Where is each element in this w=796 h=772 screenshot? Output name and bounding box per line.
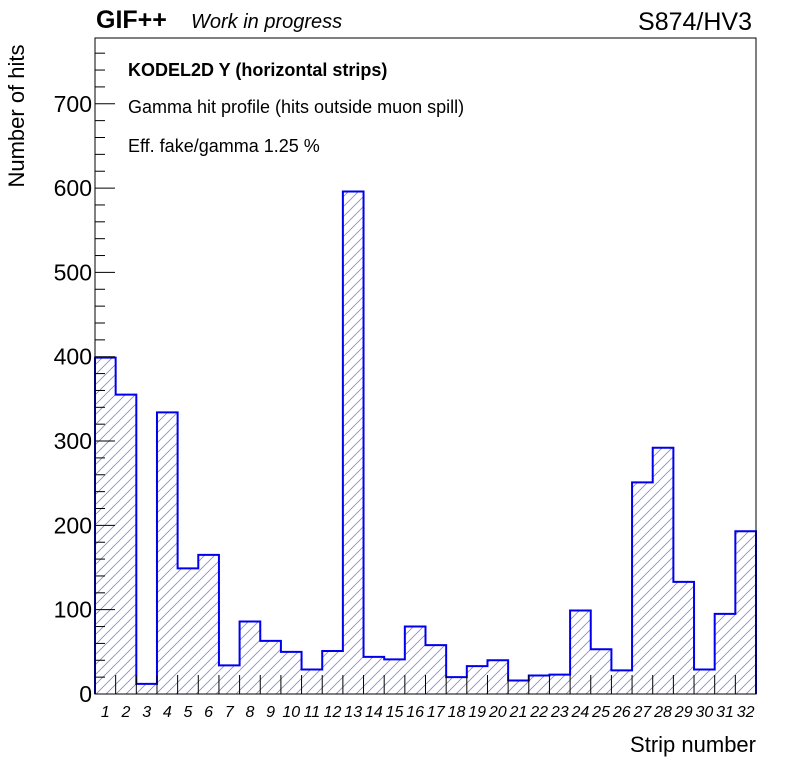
histogram-outline: [94, 190, 757, 694]
bar-strip-27: [632, 482, 653, 694]
bar-strip-24: [570, 610, 591, 694]
y-axis: 0 100 200 300 400 500 600 700: [54, 52, 115, 707]
x-tick-label-19: 19: [468, 704, 486, 721]
bar-strip-18: [446, 677, 467, 694]
bar-strip-30: [694, 669, 715, 694]
bar-strip-10: [280, 651, 302, 694]
x-tick-label-7: 7: [225, 704, 235, 721]
bar-strip-21: [508, 680, 529, 694]
x-tick-label-8: 8: [245, 704, 254, 721]
y-tick-label: 700: [54, 91, 92, 117]
bar-strip-26: [611, 670, 633, 694]
bar-strip-32: [735, 531, 756, 694]
y-tick-label: 400: [54, 344, 92, 370]
y-tick-label: 500: [54, 259, 92, 285]
bar-strip-20: [487, 660, 509, 694]
y-tick-label: 100: [54, 597, 92, 623]
x-tick-label-14: 14: [365, 704, 383, 721]
y-tick-label: 0: [79, 681, 92, 707]
experiment-label: GIF++: [96, 6, 167, 34]
x-tick-label-2: 2: [121, 704, 131, 721]
x-tick-label-1: 1: [101, 704, 110, 721]
y-tick-label: 300: [54, 428, 92, 454]
bar-strip-31: [714, 613, 736, 694]
bar-strip-2: [115, 394, 137, 694]
x-axis-title: Strip number: [630, 732, 756, 757]
x-tick-label-23: 23: [550, 704, 569, 721]
bar-strip-3: [136, 683, 157, 694]
x-tick-label-25: 25: [591, 704, 610, 721]
y-tick-label: 200: [54, 512, 92, 538]
bar-strip-12: [322, 650, 343, 694]
x-tick-label-29: 29: [674, 704, 693, 721]
x-tick-label-5: 5: [184, 704, 193, 721]
x-tick-label-30: 30: [695, 704, 713, 721]
bar-strip-16: [404, 626, 426, 694]
x-tick-label-17: 17: [427, 704, 446, 721]
annotation-description: Gamma hit profile (hits outside muon spi…: [128, 97, 465, 117]
x-tick-label-27: 27: [632, 704, 652, 721]
bar-strip-22: [528, 675, 550, 694]
x-tick-label-11: 11: [304, 704, 321, 721]
x-tick-label-32: 32: [737, 704, 755, 721]
bars-layer: [95, 191, 756, 695]
annotation-detector-name: KODEL2D Y (horizontal strips): [128, 60, 388, 80]
bar-strip-15: [384, 659, 405, 694]
x-axis: 1 2 3 4 5 6 7 8 9 10 11 12 13 14 15 16 17 18 19 20 21 22 23 24 2…: [94, 675, 757, 721]
x-tick-label-18: 18: [448, 704, 466, 721]
y-tick-label: 600: [54, 175, 92, 201]
bar-strip-13: [342, 191, 364, 695]
bar-strip-7: [218, 665, 240, 694]
bar-strip-5: [177, 568, 199, 694]
x-tick-label-20: 20: [488, 704, 507, 721]
bar-strip-8: [239, 621, 261, 694]
x-tick-label-9: 9: [266, 704, 275, 721]
x-tick-label-31: 31: [716, 704, 734, 721]
bar-strip-28: [652, 447, 674, 694]
y-axis-title: Number of hits: [4, 44, 29, 188]
x-tick-label-28: 28: [653, 704, 672, 721]
bar-strip-17: [425, 645, 447, 694]
bar-strip-19: [466, 666, 488, 694]
bar-strip-4: [156, 412, 178, 694]
x-tick-label-12: 12: [324, 704, 342, 721]
x-tick-label-6: 6: [204, 704, 213, 721]
bar-strip-29: [673, 581, 695, 694]
x-tick-label-21: 21: [509, 704, 528, 721]
bar-strip-23: [549, 674, 571, 694]
x-tick-label-26: 26: [612, 704, 631, 721]
x-tick-label-3: 3: [142, 704, 151, 721]
x-tick-label-24: 24: [571, 704, 590, 721]
bar-strip-25: [590, 649, 612, 694]
x-tick-label-15: 15: [386, 704, 404, 721]
x-tick-label-4: 4: [163, 704, 172, 721]
detector-label: S874/HV3: [638, 8, 752, 36]
status-label: Work in progress: [191, 11, 343, 33]
bar-strip-14: [363, 656, 385, 694]
annotation-efficiency: Eff. fake/gamma 1.25 %: [128, 136, 320, 156]
bar-strip-11: [301, 669, 323, 694]
bar-strip-9: [260, 640, 281, 694]
x-tick-label-10: 10: [282, 704, 300, 721]
x-tick-label-13: 13: [344, 704, 362, 721]
x-tick-label-16: 16: [406, 704, 424, 721]
x-tick-label-22: 22: [529, 704, 548, 721]
bar-strip-6: [198, 554, 219, 694]
